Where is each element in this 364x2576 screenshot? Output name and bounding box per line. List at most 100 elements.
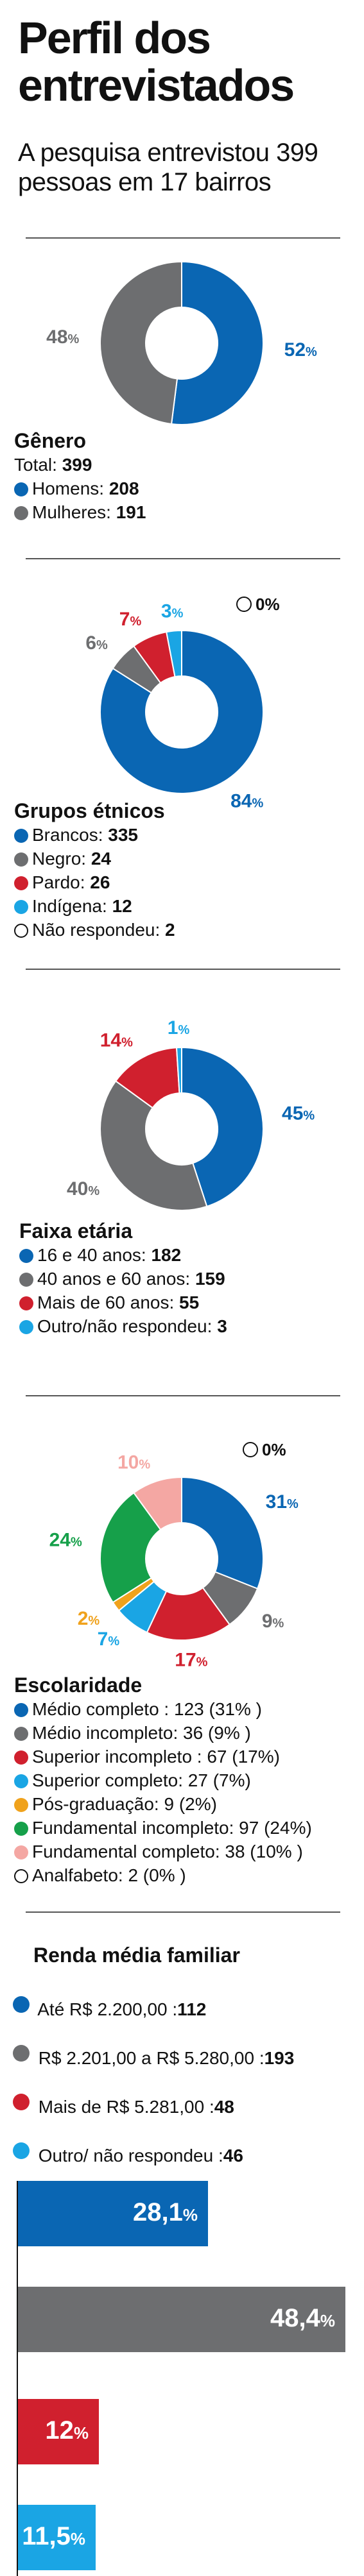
ethnic-donut-chart: 84% 6% 7% 3% — [85, 601, 264, 811]
legend-dot-over-60 — [19, 1296, 33, 1310]
legend-dot-black — [14, 852, 28, 867]
slice-label-2-3: 1% — [168, 1017, 190, 1038]
page-subtitle: A pesquisa entrevistou 399 pessoas em 17… — [18, 139, 318, 196]
slice-label-3-1: 9% — [262, 1611, 284, 1632]
legend-dot-edu-2 — [14, 1750, 28, 1765]
slice-label-3-5: 24% — [49, 1529, 82, 1550]
slice-label-1-3: 3% — [161, 601, 184, 622]
slice-label-3-4: 2% — [78, 1608, 100, 1629]
income-bar-0 — [18, 2181, 208, 2246]
slice-label-3-6: 10% — [117, 1452, 150, 1473]
legend-item-edu-1: Médio incompleto: 36 (9% ) — [14, 1721, 312, 1745]
legend-item-black: Negro: 24 — [14, 847, 175, 870]
ethnic-panel: 84% 6% 7% 3% 0% Grupos étnicos Brancos: 335… — [0, 568, 364, 953]
donut-slice-1-0 — [100, 629, 264, 794]
donut-slice-3-6 — [132, 1476, 182, 1531]
income-legend-3: Outro/ não respondeu :46 — [13, 2142, 243, 2166]
income-legend-dot-3 — [13, 2142, 30, 2159]
divider — [26, 1911, 340, 1913]
income-bar-label-1: 48,4% — [270, 2304, 335, 2332]
legend-dot-edu-7 — [14, 1869, 28, 1883]
gender-title: Gênero — [14, 429, 87, 452]
no-answer-dot — [236, 597, 252, 612]
legend-item-brown: Pardo: 26 — [14, 870, 175, 894]
slice-label-1-1: 6% — [85, 632, 108, 654]
divider — [26, 237, 340, 239]
ethnic-no-answer-label: 0% — [236, 595, 280, 614]
legend-item-men: Homens: 208 — [14, 477, 146, 500]
slice-label-2-0: 45% — [282, 1103, 315, 1124]
income-bar-2 — [18, 2399, 99, 2464]
income-legend-1: R$ 2.201,00 a R$ 5.280,00 :193 — [13, 2045, 294, 2069]
legend-dot-white — [14, 829, 28, 843]
income-title: Renda média familiar — [33, 1944, 240, 1967]
age-panel: 45% 40% 14% 1% Faixa etária 16 e 40 anos: 1… — [0, 981, 364, 1366]
legend-item-edu-4: Pós-graduação: 9 (2%) — [14, 1792, 312, 1816]
slice-label-1-0: 84% — [230, 790, 263, 811]
donut-slice-3-5 — [100, 1491, 162, 1604]
donut-slice-2-0 — [181, 1046, 264, 1208]
donut-slice-3-2 — [146, 1586, 231, 1641]
divider — [26, 1395, 340, 1396]
income-bar-3 — [18, 2505, 96, 2570]
age-donut-chart: 45% 40% 14% 1% — [67, 1017, 315, 1211]
age-title: Faixa etária — [19, 1219, 133, 1242]
education-donut-chart: 31% 9% 17% 7%2% 24% 10% — [49, 1452, 299, 1671]
divider — [26, 558, 340, 559]
slice-label-0-1: 48% — [46, 326, 79, 348]
income-legend-2: Mais de R$ 5.281,00 :48 — [13, 2094, 234, 2117]
age-legend: Faixa etária 16 e 40 anos: 182 40 anos e… — [19, 1219, 227, 1338]
slice-label-3-3: 7% — [98, 1629, 120, 1650]
slice-label-1-2: 7% — [119, 609, 142, 630]
legend-dot-no-answer — [14, 924, 28, 938]
legend-dot-edu-3 — [14, 1774, 28, 1788]
income-bar-axis — [17, 2181, 18, 2576]
legend-item-40-60: 40 anos e 60 anos: 159 — [19, 1267, 227, 1291]
education-title: Escolaridade — [14, 1674, 143, 1697]
income-legend-0: Até R$ 2.200,00 :112 — [13, 1996, 206, 2020]
slice-label-3-2: 17% — [175, 1649, 207, 1670]
legend-dot-women — [14, 506, 28, 520]
legend-item-edu-0: Médio completo : 123 (31% ) — [14, 1697, 312, 1721]
donut-slice-2-3 — [175, 1046, 182, 1094]
gender-legend: Gênero Total: 399 Homens: 208 Mulheres: … — [14, 428, 146, 524]
legend-dot-40-60 — [19, 1273, 33, 1287]
education-panel: 31% 9% 17% 7% 2% 24% 10% 0% Escolaridade Médio… — [0, 1421, 364, 1885]
income-legend-dot-2 — [13, 2094, 30, 2110]
legend-dot-edu-6 — [14, 1845, 28, 1860]
legend-item-edu-7: Analfabeto: 2 (0% ) — [14, 1863, 312, 1887]
legend-dot-edu-0 — [14, 1703, 28, 1717]
ethnic-legend: Grupos étnicos Brancos: 335 Negro: 24 Pa… — [14, 799, 175, 942]
slice-label-0-0: 52% — [284, 339, 317, 360]
divider — [26, 969, 340, 970]
legend-item-women: Mulheres: 191 — [14, 500, 146, 524]
legend-item-edu-3: Superior completo: 27 (7%) — [14, 1768, 312, 1792]
donut-slice-0-0 — [170, 260, 264, 425]
page-title: Perfil dos entrevistados — [18, 13, 295, 110]
legend-dot-other — [19, 1320, 33, 1334]
legend-item-edu-2: Superior incompleto : 67 (17%) — [14, 1745, 312, 1768]
education-illiterate-label: 0% — [243, 1440, 286, 1460]
ethnic-title: Grupos étnicos — [14, 799, 165, 822]
income-bar-label-0: 28,1% — [133, 2198, 198, 2226]
donut-slice-2-1 — [100, 1080, 208, 1211]
slice-label-2-1: 40% — [67, 1178, 100, 1199]
legend-dot-edu-4 — [14, 1798, 28, 1812]
legend-dot-brown — [14, 876, 28, 890]
slice-label-2-2: 14% — [100, 1030, 133, 1051]
legend-item-other: Outro/não respondeu: 3 — [19, 1314, 227, 1338]
legend-dot-edu-5 — [14, 1822, 28, 1836]
legend-item-edu-5: Fundamental incompleto: 97 (24%) — [14, 1816, 312, 1840]
donut-slice-1-3 — [166, 629, 182, 678]
income-bar-label-3: 11,5% — [22, 2522, 85, 2550]
donut-slice-0-1 — [100, 260, 182, 425]
legend-item-16-40: 16 e 40 anos: 182 — [19, 1243, 227, 1267]
gender-panel: 52% 48% Gênero Total: 399 Homens: 208 Mul… — [0, 250, 364, 526]
income-legend-dot-1 — [13, 2045, 30, 2062]
legend-dot-16-40 — [19, 1249, 33, 1263]
legend-dot-indigenous — [14, 900, 28, 914]
income-legend-dot-0 — [13, 1996, 30, 2013]
illiterate-dot — [243, 1442, 258, 1457]
legend-dot-men — [14, 482, 28, 496]
